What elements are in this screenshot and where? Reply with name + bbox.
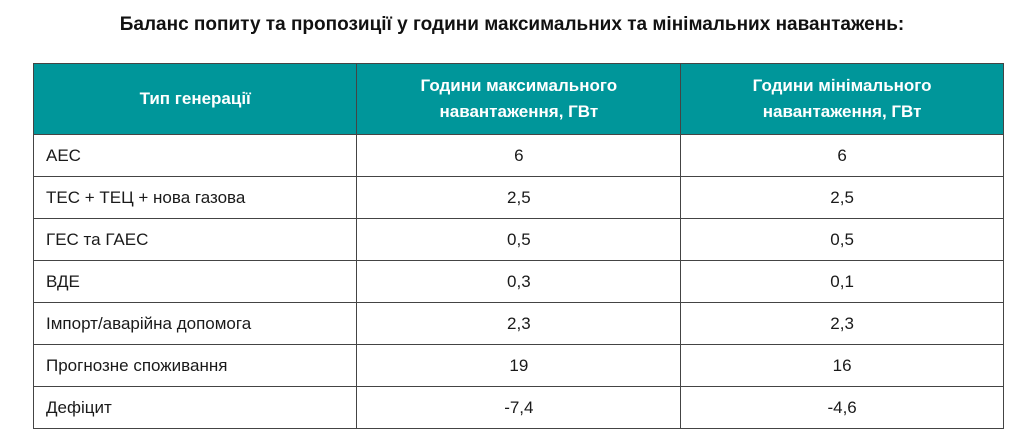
cell-min-load: 6 <box>680 134 1004 177</box>
table-header-row: Тип генерації Години максимального наван… <box>32 63 1004 135</box>
cell-max-load: -7,4 <box>356 386 682 429</box>
cell-max-load: 19 <box>356 344 682 387</box>
table-row: ВДЕ 0,3 0,1 <box>32 260 1004 303</box>
cell-max-load: 2,5 <box>356 176 682 219</box>
header-max-load-text: Години максимального навантаження, ГВт <box>420 76 618 121</box>
header-min-load-text: Години мінімального навантаження, ГВт <box>752 76 932 121</box>
table-row: Прогнозне споживання 19 16 <box>32 344 1004 387</box>
cell-min-load: -4,6 <box>680 386 1004 429</box>
cell-generation-type: Імпорт/аварійна допомога <box>32 302 358 345</box>
header-max-load: Години максимального навантаження, ГВт <box>356 63 682 135</box>
cell-min-load: 16 <box>680 344 1004 387</box>
table-row: Дефіцит -7,4 -4,6 <box>32 386 1004 429</box>
table-row: ГЕС та ГАЕС 0,5 0,5 <box>32 218 1004 261</box>
cell-min-load: 2,5 <box>680 176 1004 219</box>
page-title: Баланс попиту та пропозиції у години мак… <box>119 14 905 35</box>
table-row: Імпорт/аварійна допомога 2,3 2,3 <box>32 302 1004 345</box>
header-min-load: Години мінімального навантаження, ГВт <box>680 63 1004 135</box>
cell-min-load: 0,5 <box>680 218 1004 261</box>
cell-generation-type: Дефіцит <box>32 386 358 429</box>
cell-max-load: 6 <box>356 134 682 177</box>
table-row: АЕС 6 6 <box>32 134 1004 177</box>
cell-max-load: 2,3 <box>356 302 682 345</box>
cell-generation-type: АЕС <box>32 134 358 177</box>
cell-generation-type: Прогнозне споживання <box>32 344 358 387</box>
cell-max-load: 0,3 <box>356 260 682 303</box>
cell-generation-type: ВДЕ <box>32 260 358 303</box>
header-generation-type: Тип генерації <box>32 63 358 135</box>
balance-table: Тип генерації Години максимального наван… <box>32 63 1004 429</box>
cell-generation-type: ТЕС + ТЕЦ + нова газова <box>32 176 358 219</box>
cell-generation-type: ГЕС та ГАЕС <box>32 218 358 261</box>
cell-min-load: 0,1 <box>680 260 1004 303</box>
cell-max-load: 0,5 <box>356 218 682 261</box>
table-row: ТЕС + ТЕЦ + нова газова 2,5 2,5 <box>32 176 1004 219</box>
cell-min-load: 2,3 <box>680 302 1004 345</box>
